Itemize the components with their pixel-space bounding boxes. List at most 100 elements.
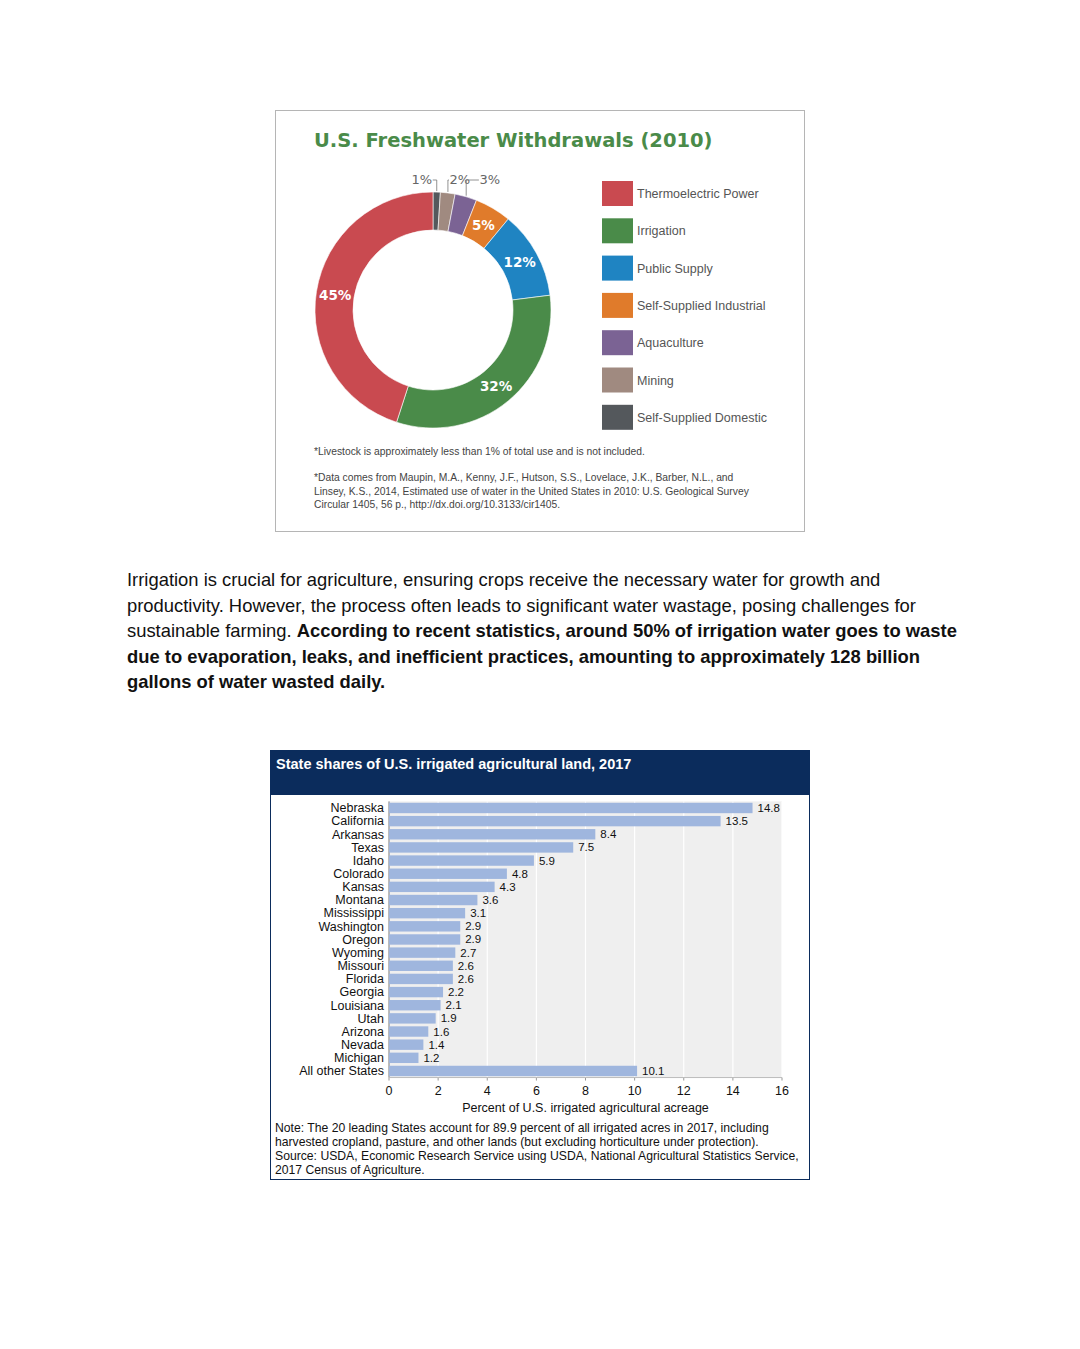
legend-swatch [602, 405, 633, 430]
note: Note: The 20 leading States account for … [275, 1121, 807, 1149]
chart-title: State shares of U.S. irrigated agricultu… [276, 756, 631, 772]
bar [389, 803, 753, 813]
legend-label: Self-Supplied Domestic [637, 411, 767, 425]
data-label: 3.6 [482, 894, 498, 906]
data-label: 2.6 [458, 973, 474, 985]
tick-label: 10 [628, 1084, 642, 1098]
legend-swatch [602, 330, 633, 355]
data-label: 10.1 [642, 1065, 664, 1077]
bar [389, 974, 453, 984]
bar [389, 1066, 637, 1076]
grid-line [634, 801, 635, 1077]
tick-label: 12 [677, 1084, 691, 1098]
category-label: All other States [299, 1064, 384, 1078]
data-label: 1% [411, 172, 432, 187]
category-label: Louisiana [330, 999, 384, 1013]
chart-frame [276, 111, 805, 532]
category-label: Arkansas [332, 828, 384, 842]
bar [389, 947, 455, 957]
data-label: 4.8 [512, 868, 528, 880]
category-label: Texas [351, 841, 384, 855]
legend-label: Mining [637, 374, 674, 388]
tick-label: 6 [533, 1084, 540, 1098]
data-label: 2% [450, 172, 471, 187]
data-label: 2.6 [458, 960, 474, 972]
chart-notes: Note: The 20 leading States account for … [275, 1121, 807, 1177]
category-label: Oregon [342, 933, 384, 947]
leader-line [433, 180, 437, 191]
bar [389, 1026, 428, 1036]
donut-slices [315, 192, 551, 428]
tick-label: 4 [484, 1084, 491, 1098]
legend-label: Aquaculture [637, 336, 704, 350]
axis-title: Percent of U.S. irrigated agricultural a… [462, 1101, 709, 1115]
bars [389, 803, 753, 1076]
data-label: 3.1 [470, 907, 486, 919]
bar [389, 1053, 418, 1063]
category-label: Washington [318, 920, 384, 934]
category-label: Wyoming [332, 946, 384, 960]
category-label: Kansas [342, 880, 384, 894]
data-label: 2.2 [448, 986, 464, 998]
footnote: *Livestock is approximately less than 1%… [314, 445, 784, 458]
category-label: Florida [346, 972, 384, 986]
data-label: 1.4 [428, 1039, 445, 1051]
data-label: 7.5 [578, 841, 594, 853]
data-label: 4.3 [500, 881, 516, 893]
tick-label: 2 [435, 1084, 442, 1098]
chart-title: U.S. Freshwater Withdrawals (2010) [314, 129, 713, 152]
category-label: California [331, 814, 384, 828]
bar [389, 921, 460, 931]
category-label: Georgia [340, 985, 385, 999]
paragraph: Irrigation is crucial for agriculture, e… [127, 567, 957, 695]
bar [389, 855, 534, 865]
grid-line [732, 801, 733, 1077]
tick-label: 8 [582, 1084, 589, 1098]
donut-slice [315, 192, 433, 422]
category-label: Idaho [353, 854, 384, 868]
data-label: 1.6 [433, 1026, 449, 1038]
data-label: 12% [504, 254, 537, 270]
title-banner [270, 750, 810, 795]
data-label: 5.9 [539, 855, 555, 867]
page: {"chart_data": [ {"type": "donut", "titl… [0, 0, 1080, 1349]
bar [389, 816, 721, 826]
chart-frame [271, 751, 810, 1180]
category-label: Nevada [341, 1038, 384, 1052]
bar [389, 1013, 436, 1023]
grid-line [781, 801, 782, 1077]
tick-label: 16 [775, 1084, 789, 1098]
bar [389, 869, 507, 879]
data-label: 32% [480, 378, 513, 394]
tick-label: 14 [726, 1084, 740, 1098]
axis-line [389, 1077, 782, 1078]
data-label: 2.1 [446, 999, 462, 1011]
tick-label: 0 [386, 1084, 393, 1098]
bar [389, 934, 460, 944]
category-label: Nebraska [331, 801, 385, 815]
data-label: 1.9 [441, 1012, 457, 1024]
legend-swatch [602, 218, 633, 243]
bar [389, 895, 477, 905]
data-label: 45% [319, 287, 352, 303]
bar [389, 987, 443, 997]
category-label: Mississippi [324, 906, 384, 920]
data-label: 13.5 [726, 815, 748, 827]
bar [389, 842, 573, 852]
legend: Thermoelectric PowerIrrigationPublic Sup… [602, 181, 767, 430]
legend-label: Self-Supplied Industrial [637, 299, 766, 313]
bar [389, 829, 595, 839]
category-label: Missouri [337, 959, 384, 973]
legend-label: Public Supply [637, 262, 713, 276]
legend-swatch [602, 368, 633, 393]
grid [389, 801, 782, 1080]
category-label: Michigan [334, 1051, 384, 1065]
note: Source: USDA, Economic Research Service … [275, 1149, 807, 1177]
bar [389, 961, 453, 971]
data-label: 2.9 [465, 933, 481, 945]
legend-swatch [602, 256, 633, 281]
bar [389, 882, 495, 892]
category-label: Arizona [342, 1025, 384, 1039]
bar [389, 1039, 423, 1049]
data-label: 2.7 [460, 947, 476, 959]
